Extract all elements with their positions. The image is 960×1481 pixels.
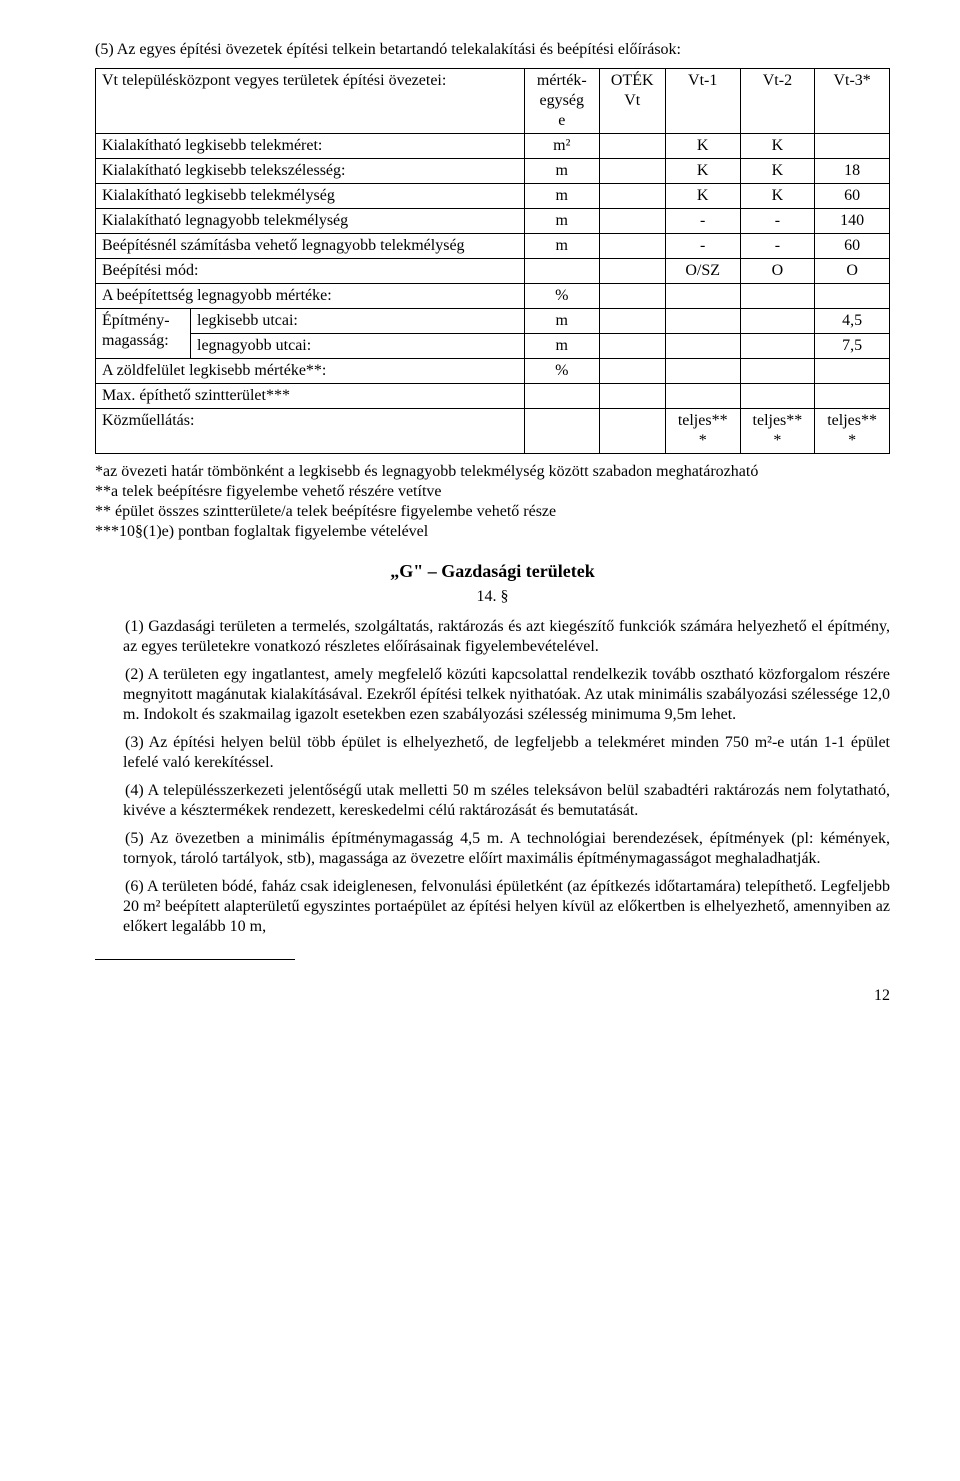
row-v2: O xyxy=(740,259,815,284)
row-v2: - xyxy=(740,209,815,234)
row-v2: - xyxy=(740,234,815,259)
th-c3: OTÉK Vt xyxy=(599,69,665,134)
row-v3: 140 xyxy=(815,209,890,234)
row-v1 xyxy=(665,284,740,309)
th-c4: Vt-1 xyxy=(665,69,740,134)
blank xyxy=(665,384,740,409)
blank xyxy=(665,309,740,334)
row-unit: m xyxy=(524,184,599,209)
row-otek xyxy=(599,184,665,209)
blank xyxy=(599,309,665,334)
zold-label: A zöldfelület legkisebb mértéke**: xyxy=(96,359,525,384)
item-1: (1) Gazdasági területen a termelés, szol… xyxy=(95,617,890,657)
th-c1: Vt településközpont vegyes területek épí… xyxy=(96,69,525,134)
item-6: (6) A területen bódé, faház csak ideigle… xyxy=(95,877,890,937)
blank xyxy=(599,334,665,359)
note-3: ** épület összes szintterülete/a telek b… xyxy=(95,502,890,522)
blank xyxy=(665,334,740,359)
th-c5: Vt-2 xyxy=(740,69,815,134)
epitmag-r1-v3: 4,5 xyxy=(815,309,890,334)
item-5: (5) Az övezetben a minimális építménymag… xyxy=(95,829,890,869)
blank xyxy=(740,334,815,359)
row-unit: m xyxy=(524,209,599,234)
row-unit: m xyxy=(524,159,599,184)
row-otek xyxy=(599,284,665,309)
epitmag-r1-unit: m xyxy=(524,309,599,334)
section-number: 14. § xyxy=(95,587,890,607)
row-v3: 60 xyxy=(815,234,890,259)
row-otek xyxy=(599,159,665,184)
row-label: Kialakítható legkisebb telekméret: xyxy=(96,134,525,159)
note-4: ***10§(1)e) pontban foglaltak figyelembe… xyxy=(95,522,890,542)
footer-rule xyxy=(95,959,295,960)
row-otek xyxy=(599,209,665,234)
kozmu-v3: teljes*** xyxy=(815,409,890,454)
row-v1: - xyxy=(665,234,740,259)
intro-paragraph: (5) Az egyes építési övezetek építési te… xyxy=(95,40,890,60)
kozmu-v2: teljes*** xyxy=(740,409,815,454)
row-label: Beépítési mód: xyxy=(96,259,525,284)
row-v2 xyxy=(740,284,815,309)
row-otek xyxy=(599,134,665,159)
blank xyxy=(815,359,890,384)
epitmag-r1-sub: legkisebb utcai: xyxy=(191,309,525,334)
regulations-table: Vt településközpont vegyes területek épí… xyxy=(95,68,890,454)
row-v2: K xyxy=(740,184,815,209)
row-v3 xyxy=(815,134,890,159)
row-v1: K xyxy=(665,184,740,209)
row-otek xyxy=(599,259,665,284)
kozmu-v1: teljes*** xyxy=(665,409,740,454)
item-3: (3) Az építési helyen belül több épület … xyxy=(95,733,890,773)
row-label: Kialakítható legkisebb telekmélység xyxy=(96,184,525,209)
row-v3: 18 xyxy=(815,159,890,184)
note-2: **a telek beépítésre figyelembe vehető r… xyxy=(95,482,890,502)
max-label: Max. építhető szintterület*** xyxy=(96,384,525,409)
zold-unit: % xyxy=(524,359,599,384)
th-c6: Vt-3* xyxy=(815,69,890,134)
th-c2: mérték- egység e xyxy=(524,69,599,134)
blank xyxy=(599,409,665,454)
blank xyxy=(665,359,740,384)
row-v1: K xyxy=(665,159,740,184)
epitmag-r2-sub: legnagyobb utcai: xyxy=(191,334,525,359)
epitmag-r2-unit: m xyxy=(524,334,599,359)
row-label: Kialakítható legnagyobb telekmélység xyxy=(96,209,525,234)
row-v3: 60 xyxy=(815,184,890,209)
row-unit: m xyxy=(524,234,599,259)
row-label: Kialakítható legkisebb telekszélesség: xyxy=(96,159,525,184)
blank xyxy=(524,409,599,454)
item-4: (4) A településszerkezeti jelentőségű ut… xyxy=(95,781,890,821)
row-unit xyxy=(524,259,599,284)
epitmag-label: Építmény-magasság: xyxy=(96,309,191,359)
row-unit: m² xyxy=(524,134,599,159)
page-number: 12 xyxy=(95,986,890,1006)
blank xyxy=(524,384,599,409)
row-label: A beépítettség legnagyobb mértéke: xyxy=(96,284,525,309)
row-v2: K xyxy=(740,159,815,184)
blank xyxy=(815,384,890,409)
blank xyxy=(740,359,815,384)
row-v2: K xyxy=(740,134,815,159)
item-2: (2) A területen egy ingatlantest, amely … xyxy=(95,665,890,725)
row-v3: O xyxy=(815,259,890,284)
section-title: „G" – Gazdasági területek xyxy=(95,560,890,583)
blank xyxy=(599,384,665,409)
row-label: Beépítésnél számításba vehető legnagyobb… xyxy=(96,234,525,259)
blank xyxy=(740,384,815,409)
row-unit: % xyxy=(524,284,599,309)
row-otek xyxy=(599,234,665,259)
kozmu-label: Közműellátás: xyxy=(96,409,525,454)
row-v3 xyxy=(815,284,890,309)
epitmag-r2-v3: 7,5 xyxy=(815,334,890,359)
row-v1: O/SZ xyxy=(665,259,740,284)
blank xyxy=(599,359,665,384)
row-v1: K xyxy=(665,134,740,159)
note-1: *az övezeti határ tömbönként a legkisebb… xyxy=(95,462,890,482)
row-v1: - xyxy=(665,209,740,234)
blank xyxy=(740,309,815,334)
